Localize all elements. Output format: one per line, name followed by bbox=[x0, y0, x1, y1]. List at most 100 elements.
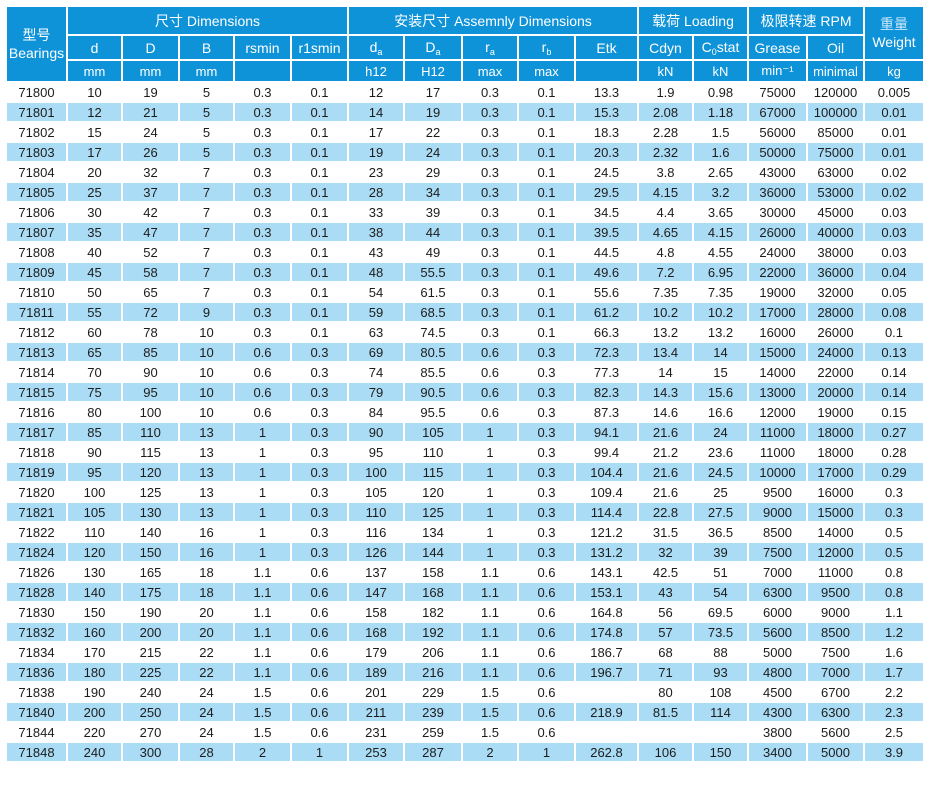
cell: 126 bbox=[349, 543, 403, 561]
cell: 3.2 bbox=[694, 183, 747, 201]
cell: 150 bbox=[68, 603, 121, 621]
cell: 0.1 bbox=[292, 83, 347, 101]
cell: 7500 bbox=[808, 643, 863, 661]
cell: 2.3 bbox=[865, 703, 923, 721]
cell: 77.3 bbox=[576, 363, 637, 381]
cell: 0.13 bbox=[865, 343, 923, 361]
col-header: rsmin bbox=[235, 36, 290, 59]
cell: 0.6 bbox=[235, 383, 290, 401]
cell: 0.03 bbox=[865, 203, 923, 221]
cell: 5000 bbox=[808, 743, 863, 761]
cell: 200 bbox=[68, 703, 121, 721]
cell: 5 bbox=[180, 103, 233, 121]
cell: 60 bbox=[68, 323, 121, 341]
cell: 7 bbox=[180, 263, 233, 281]
cell: 164.8 bbox=[576, 603, 637, 621]
cell: 1 bbox=[235, 423, 290, 441]
cell: 32000 bbox=[808, 283, 863, 301]
cell: 10 bbox=[180, 383, 233, 401]
cell: 56000 bbox=[749, 123, 806, 141]
cell bbox=[694, 723, 747, 741]
cell: 0.1 bbox=[292, 243, 347, 261]
cell: 26000 bbox=[808, 323, 863, 341]
bearing-model: 71813 bbox=[7, 343, 66, 361]
cell: 0.3 bbox=[519, 503, 574, 521]
unit-header: max bbox=[519, 61, 574, 81]
cell: 45 bbox=[68, 263, 121, 281]
cell: 134 bbox=[405, 523, 461, 541]
cell: 17000 bbox=[808, 463, 863, 481]
cell: 0.3 bbox=[235, 123, 290, 141]
cell: 201 bbox=[349, 683, 403, 701]
cell: 131.2 bbox=[576, 543, 637, 561]
cell: 270 bbox=[123, 723, 178, 741]
cell: 110 bbox=[349, 503, 403, 521]
cell: 1 bbox=[463, 503, 517, 521]
table-header: 型号 Bearings 尺寸 Dimensions 安装尺寸 Assemnly … bbox=[7, 7, 923, 81]
cell: 174.8 bbox=[576, 623, 637, 641]
cell: 44.5 bbox=[576, 243, 637, 261]
cell: 24000 bbox=[808, 343, 863, 361]
cell: 240 bbox=[123, 683, 178, 701]
cell: 1 bbox=[235, 463, 290, 481]
bearing-model: 71801 bbox=[7, 103, 66, 121]
cell: 116 bbox=[349, 523, 403, 541]
table-row: 71812 60 78 10 0.3 0.1 63 74.5 0.3 0.1 66.3 13.2 13.… bbox=[7, 323, 923, 341]
cell: 1 bbox=[235, 443, 290, 461]
cell: 1.7 bbox=[865, 663, 923, 681]
cell: 22 bbox=[405, 123, 461, 141]
cell: 19 bbox=[405, 103, 461, 121]
col-header-bearings: 型号 Bearings bbox=[7, 7, 66, 81]
cell: 0.1 bbox=[292, 163, 347, 181]
cell: 0.6 bbox=[292, 623, 347, 641]
cell: 144 bbox=[405, 543, 461, 561]
cell: 22000 bbox=[749, 263, 806, 281]
cell: 4500 bbox=[749, 683, 806, 701]
cell: 1 bbox=[463, 423, 517, 441]
cell: 84 bbox=[349, 403, 403, 421]
cell: 150 bbox=[694, 743, 747, 761]
cell: 9500 bbox=[808, 583, 863, 601]
cell: 7000 bbox=[749, 563, 806, 581]
cell: 0.3 bbox=[235, 143, 290, 161]
cell: 0.3 bbox=[519, 543, 574, 561]
cell: 287 bbox=[405, 743, 461, 761]
cell: 0.01 bbox=[865, 143, 923, 161]
cell: 262.8 bbox=[576, 743, 637, 761]
bearing-model: 71822 bbox=[7, 523, 66, 541]
cell: 0.5 bbox=[865, 543, 923, 561]
cell: 6700 bbox=[808, 683, 863, 701]
bearing-spec-table: 型号 Bearings 尺寸 Dimensions 安装尺寸 Assemnly … bbox=[5, 5, 925, 763]
cell: 0.1 bbox=[292, 143, 347, 161]
cell: 130 bbox=[123, 503, 178, 521]
cell: 158 bbox=[349, 603, 403, 621]
cell: 200 bbox=[123, 623, 178, 641]
cell: 0.1 bbox=[519, 143, 574, 161]
cell: 48 bbox=[349, 263, 403, 281]
cell: 1.1 bbox=[463, 583, 517, 601]
cell: 4.65 bbox=[639, 223, 692, 241]
cell: 0.3 bbox=[292, 523, 347, 541]
cell: 168 bbox=[405, 583, 461, 601]
cell: 215 bbox=[123, 643, 178, 661]
cell: 150 bbox=[123, 543, 178, 561]
cell: 20 bbox=[68, 163, 121, 181]
cell: 1.5 bbox=[694, 123, 747, 141]
cell: 1.1 bbox=[463, 563, 517, 581]
cell: 0.3 bbox=[463, 163, 517, 181]
cell: 9000 bbox=[808, 603, 863, 621]
cell: 14 bbox=[639, 363, 692, 381]
cell: 8500 bbox=[808, 623, 863, 641]
bearing-model: 71812 bbox=[7, 323, 66, 341]
cell: 140 bbox=[68, 583, 121, 601]
cell: 33 bbox=[349, 203, 403, 221]
cell: 24.5 bbox=[694, 463, 747, 481]
cell: 1.1 bbox=[463, 643, 517, 661]
cell: 105 bbox=[349, 483, 403, 501]
cell: 2.08 bbox=[639, 103, 692, 121]
cell: 218.9 bbox=[576, 703, 637, 721]
cell: 13.2 bbox=[694, 323, 747, 341]
cell: 6.95 bbox=[694, 263, 747, 281]
cell: 0.8 bbox=[865, 563, 923, 581]
cell: 61.2 bbox=[576, 303, 637, 321]
